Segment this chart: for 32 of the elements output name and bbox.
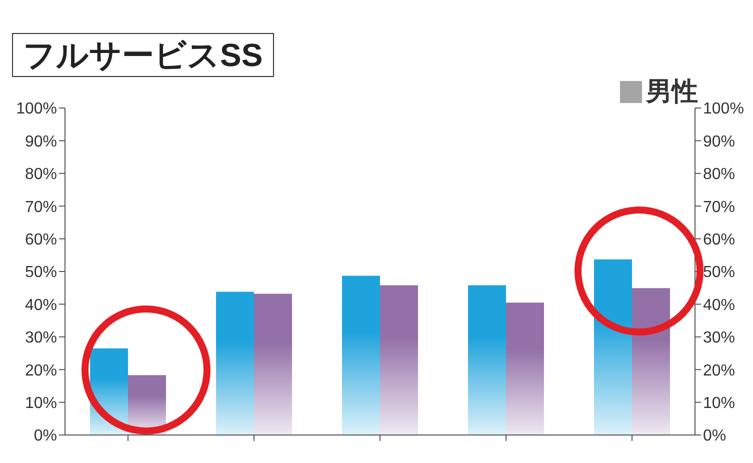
y2-tick-label: 90% — [703, 133, 736, 150]
y2-tick-label: 20% — [703, 362, 736, 380]
y2-tick-label: 70% — [703, 198, 736, 216]
y2-tick-label: 10% — [703, 394, 736, 412]
bar — [254, 294, 292, 435]
y2-tick-label: 100% — [703, 100, 744, 118]
y-tick-label: 0% — [34, 428, 57, 445]
y-tick-label: 100% — [16, 100, 57, 118]
bar — [594, 259, 632, 435]
y-tick-label: 70% — [24, 198, 57, 216]
y-tick-label: 30% — [24, 330, 57, 347]
y-tick-label: 90% — [24, 133, 57, 150]
bar — [380, 285, 418, 435]
bar — [216, 292, 254, 435]
y-tick-label: 50% — [24, 264, 57, 282]
y2-tick-label: 0% — [703, 428, 726, 445]
y2-tick-label: 50% — [703, 264, 736, 282]
y2-tick-label: 80% — [703, 166, 736, 184]
y-tick-label: 80% — [24, 166, 57, 184]
y-tick-label: 40% — [24, 296, 57, 314]
chart-title: フルサービスSS — [12, 33, 274, 77]
bar — [468, 285, 506, 435]
text: 男性 — [644, 75, 698, 108]
y-tick-label: 10% — [24, 394, 57, 412]
bar — [506, 302, 544, 435]
y-tick-label: 60% — [24, 231, 57, 248]
y2-tick-label: 60% — [703, 231, 736, 248]
y-tick-label: 20% — [24, 362, 57, 380]
y2-tick-label: 30% — [703, 330, 736, 347]
y2-tick-label: 40% — [703, 296, 736, 314]
bar — [632, 288, 670, 435]
bar — [342, 276, 380, 435]
